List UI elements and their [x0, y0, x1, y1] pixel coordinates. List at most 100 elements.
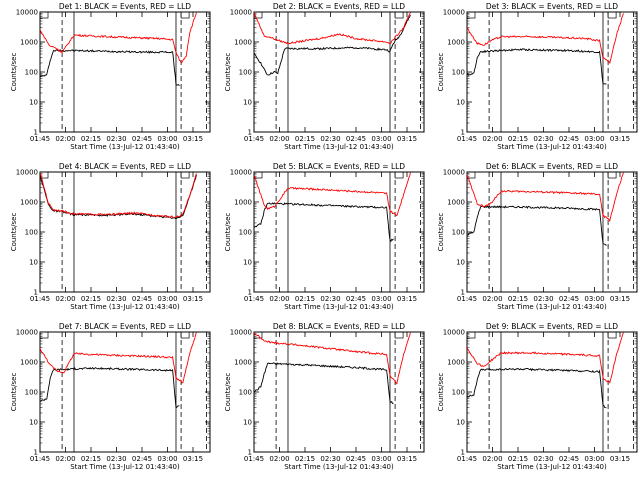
saa-box-marker [394, 331, 404, 339]
panel-title: Det 5: BLACK = Events, RED = LLD [273, 162, 405, 171]
x-tick-label: 01:45 [244, 295, 264, 303]
y-tick-label: 1 [248, 449, 252, 457]
events-series-line [40, 366, 180, 409]
lld-series-line [467, 172, 624, 223]
x-tick-label: 02:15 [81, 135, 101, 143]
x-tick-label: 03:15 [397, 295, 417, 303]
x-tick-label: 03:15 [610, 455, 630, 463]
x-tick-label: 02:00 [269, 135, 289, 143]
x-axis-label: Start Time (13-Jul-12 01:43:40) [497, 143, 607, 151]
x-tick-label: 02:30 [320, 295, 340, 303]
y-tick-label: 100 [452, 69, 465, 77]
y-tick-label: 100 [239, 69, 252, 77]
y-tick-label: 1 [461, 289, 465, 297]
x-axis-label: Start Time (13-Jul-12 01:43:40) [284, 143, 394, 151]
x-tick-label: 01:45 [30, 135, 50, 143]
y-tick-label: 1000 [20, 359, 38, 367]
x-axis-label: Start Time (13-Jul-12 01:43:40) [70, 303, 180, 311]
y-tick-label: 10000 [443, 169, 465, 177]
panel-title: Det 8: BLACK = Events, RED = LLD [273, 322, 405, 331]
x-tick-label: 01:45 [30, 455, 50, 463]
y-axis-label: Counts/sec [437, 373, 445, 412]
x-tick-label: 01:45 [244, 455, 264, 463]
y-tick-label: 100 [452, 229, 465, 237]
x-tick-label: 03:00 [584, 135, 604, 143]
y-tick-label: 10000 [230, 169, 252, 177]
x-tick-label: 03:15 [610, 135, 630, 143]
events-series-line [254, 14, 411, 76]
detector-panel-3: Det 3: BLACK = Events, RED = LLD 1 10 100 10… [437, 2, 638, 151]
y-tick-label: 1000 [20, 39, 38, 47]
x-tick-label: 02:45 [346, 455, 366, 463]
y-tick-label: 1000 [447, 199, 465, 207]
y-tick-label: 10 [243, 419, 252, 427]
x-tick-label: 02:00 [482, 295, 502, 303]
y-tick-label: 10000 [443, 9, 465, 17]
detector-panel-2: Det 2: BLACK = Events, RED = LLD 1 10 100 10… [224, 2, 425, 151]
x-tick-label: 03:00 [584, 295, 604, 303]
y-tick-label: 1 [248, 129, 252, 137]
x-tick-label: 01:45 [244, 135, 264, 143]
detector-panel-8: Det 8: BLACK = Events, RED = LLD 1 10 100 10… [224, 322, 425, 471]
x-tick-label: 02:00 [55, 295, 75, 303]
y-tick-label: 1000 [234, 359, 252, 367]
x-tick-label: 02:00 [269, 455, 289, 463]
x-tick-label: 03:15 [397, 135, 417, 143]
x-tick-label: 02:00 [55, 455, 75, 463]
plot-frame [253, 171, 425, 293]
x-tick-label: 02:45 [559, 135, 579, 143]
detector-panel-6: Det 6: BLACK = Events, RED = LLD 1 10 100 10… [437, 162, 638, 311]
x-axis-label: Start Time (13-Jul-12 01:43:40) [284, 303, 394, 311]
x-tick-label: 02:00 [482, 135, 502, 143]
x-tick-label: 02:15 [508, 295, 528, 303]
saa-box-marker [466, 331, 476, 339]
y-tick-label: 10 [243, 99, 252, 107]
x-tick-label: 03:15 [397, 455, 417, 463]
x-tick-label: 01:45 [457, 295, 477, 303]
y-axis-label: Counts/sec [224, 213, 232, 252]
y-axis-label: Counts/sec [10, 53, 18, 92]
y-tick-label: 10000 [16, 329, 38, 337]
x-tick-label: 02:00 [55, 135, 75, 143]
x-tick-label: 02:30 [320, 135, 340, 143]
detector-panel-4: Det 4: BLACK = Events, RED = LLD 1 10 100 10… [10, 162, 211, 311]
x-tick-label: 02:15 [295, 135, 315, 143]
x-tick-label: 02:45 [132, 455, 152, 463]
x-tick-label: 02:45 [132, 295, 152, 303]
saa-box-marker [607, 331, 617, 339]
y-tick-label: 10000 [443, 329, 465, 337]
y-tick-label: 10000 [16, 169, 38, 177]
saa-box-marker [180, 11, 190, 19]
lld-series-line [40, 332, 197, 384]
panel-title: Det 3: BLACK = Events, RED = LLD [486, 2, 618, 11]
x-tick-label: 02:30 [533, 295, 553, 303]
lld-series-line [467, 13, 624, 65]
y-tick-label: 10 [243, 259, 252, 267]
events-series-line [40, 174, 197, 220]
y-tick-label: 1000 [447, 39, 465, 47]
x-axis-label: Start Time (13-Jul-12 01:43:40) [497, 303, 607, 311]
lld-series-line [254, 172, 411, 217]
x-tick-label: 03:00 [157, 455, 177, 463]
x-axis-label: Start Time (13-Jul-12 01:43:40) [497, 463, 607, 471]
x-tick-label: 02:45 [346, 295, 366, 303]
plot-frame [466, 11, 638, 133]
plot-frame [466, 331, 638, 453]
x-tick-label: 03:15 [610, 295, 630, 303]
x-tick-label: 03:00 [584, 455, 604, 463]
x-tick-label: 02:30 [320, 455, 340, 463]
saa-box-marker [394, 11, 404, 19]
events-series-line [40, 49, 180, 86]
y-tick-label: 10 [29, 99, 38, 107]
x-tick-label: 02:15 [508, 455, 528, 463]
saa-box-marker [39, 11, 49, 19]
x-tick-label: 03:00 [371, 455, 391, 463]
events-series-line [467, 48, 607, 85]
y-tick-label: 10000 [230, 329, 252, 337]
y-tick-label: 1 [34, 129, 38, 137]
y-tick-label: 1 [34, 289, 38, 297]
panel-title: Det 2: BLACK = Events, RED = LLD [273, 2, 405, 11]
x-tick-label: 03:15 [183, 295, 203, 303]
x-tick-label: 02:30 [106, 455, 126, 463]
x-tick-label: 03:00 [371, 135, 391, 143]
